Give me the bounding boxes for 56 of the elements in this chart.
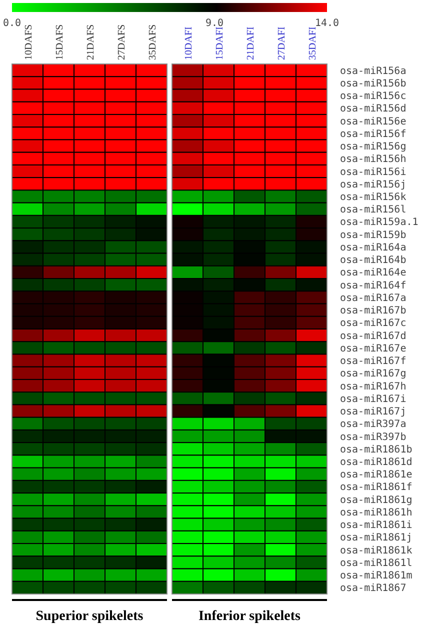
y-tick-label: osa-miR1861l [340, 558, 412, 569]
y-tick-label: osa-miR156g [340, 142, 406, 153]
y-tick-label: osa-miR1861j [340, 532, 412, 544]
x-tick-label: 35DAFS [148, 24, 158, 60]
y-tick-label: osa-miR1861e [340, 470, 412, 481]
y-tick-label: osa-miR156e [340, 116, 406, 128]
y-tick-label: osa-miR1861b [340, 444, 412, 456]
text: Inferior spikelets [198, 609, 302, 624]
y-tick-label: osa-miR156a [340, 66, 406, 77]
y-tick-label: osa-miR156i [340, 166, 406, 178]
y-tick-label: osa-miR167j [340, 406, 406, 418]
x-tick-label: 15DAFS [54, 24, 66, 60]
color-bar-label: 14.0 [314, 18, 340, 29]
x-tick-label: 21DAFI [246, 26, 256, 60]
y-tick-label: osa-miR156l [340, 204, 406, 216]
y-tick-label: osa-miR167h [340, 381, 406, 392]
y-tick-label: osa-miR164f [340, 280, 406, 292]
x-tick-label: 35DAFI [308, 26, 318, 60]
y-tick-label: osa-miR167a [340, 292, 406, 304]
x-tick-label: 15DAFI [214, 26, 226, 60]
y-tick-label: osa-miR1861d [340, 457, 412, 468]
y-tick-label: osa-miR167d [340, 330, 406, 342]
y-tick-label: osa-miR1861i [340, 520, 412, 532]
y-tick-label: osa-miR167i [340, 394, 406, 405]
x-tick-label: 27DAFI [276, 26, 288, 60]
y-tick-label: osa-miR156k [340, 192, 406, 203]
y-tick-label: osa-miR167b [340, 306, 406, 317]
y-tick-label: osa-miR156j [340, 179, 406, 190]
text: Superior spikelets [36, 609, 144, 624]
y-tick-label: osa-miR397b [340, 432, 406, 443]
x-tick-label: 10DAFS [24, 24, 34, 60]
x-tick-label: 21DAFS [86, 24, 96, 60]
x-tick-label: 10DAFI [184, 26, 194, 60]
y-tick-label: osa-miR1861h [340, 507, 412, 518]
y-tick-label: osa-miR156c [340, 91, 406, 102]
y-tick-label: osa-miR164b [340, 255, 406, 266]
y-tick-label: osa-miR156h [340, 154, 406, 166]
y-tick-label: osa-miR397a [340, 419, 406, 430]
y-tick-label: osa-miR167e [340, 343, 406, 354]
y-tick-label: osa-miR1861f [340, 482, 412, 494]
y-tick-label: osa-miR167g [340, 368, 406, 380]
y-tick-label: osa-miR156f [340, 128, 406, 140]
y-tick-label: osa-miR156d [340, 104, 406, 115]
y-tick-label: osa-miR167c [340, 318, 406, 330]
y-tick-label: osa-miR1861g [340, 494, 412, 506]
y-tick-label: osa-miR167f [340, 356, 406, 368]
color-bar-label: 0.0 [2, 18, 22, 29]
y-tick-label: osa-miR1861k [340, 545, 412, 556]
y-tick-label: osa-miR159b [340, 230, 406, 241]
y-tick-label: osa-miR159a.1 [340, 217, 418, 228]
x-tick-label: 27DAFS [116, 24, 128, 60]
y-tick-label: osa-miR164e [340, 268, 406, 279]
y-tick-label: osa-miR1867 [340, 583, 406, 594]
y-tick-label: osa-miR1861m [340, 570, 412, 582]
y-tick-label: osa-miR164a [340, 242, 406, 254]
y-tick-label: osa-miR156b [340, 78, 406, 90]
